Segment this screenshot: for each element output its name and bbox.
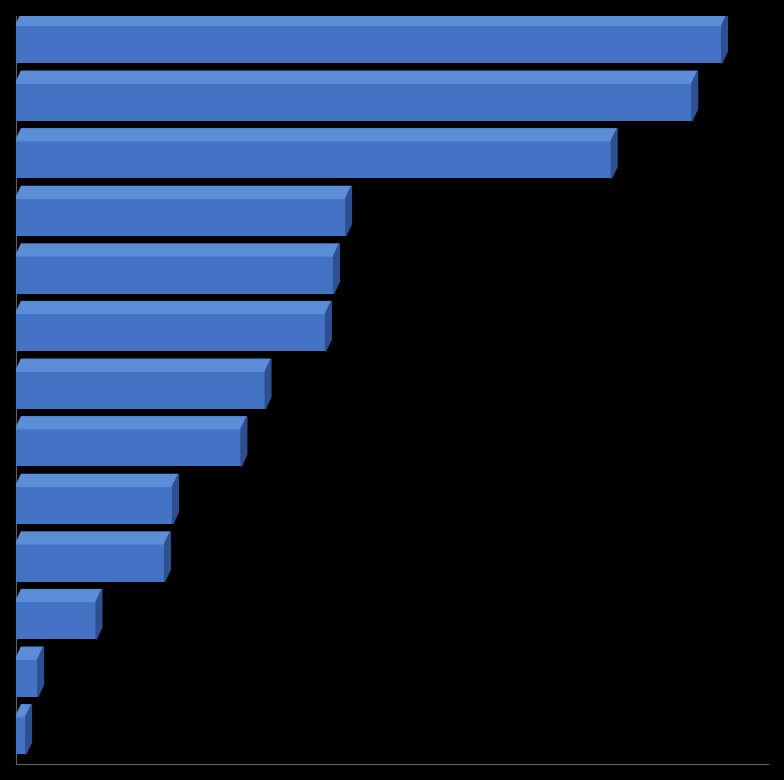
Polygon shape xyxy=(16,129,617,140)
Polygon shape xyxy=(241,417,247,466)
Polygon shape xyxy=(26,705,31,754)
Polygon shape xyxy=(612,129,617,179)
Bar xyxy=(16,314,325,351)
Polygon shape xyxy=(16,13,728,26)
Polygon shape xyxy=(16,186,351,198)
Polygon shape xyxy=(16,360,271,371)
Polygon shape xyxy=(16,590,102,601)
Bar xyxy=(16,487,172,524)
Bar xyxy=(16,371,265,409)
Bar xyxy=(16,83,692,121)
Bar xyxy=(16,601,96,640)
Polygon shape xyxy=(165,532,170,582)
Polygon shape xyxy=(265,360,271,409)
Bar xyxy=(16,429,241,466)
Bar xyxy=(16,26,722,63)
Polygon shape xyxy=(16,302,332,314)
Polygon shape xyxy=(16,474,178,487)
Polygon shape xyxy=(334,244,339,293)
Polygon shape xyxy=(16,532,170,544)
Polygon shape xyxy=(96,590,102,640)
Bar xyxy=(16,659,38,697)
Polygon shape xyxy=(16,647,43,659)
Polygon shape xyxy=(325,302,332,351)
Bar xyxy=(16,717,26,754)
Polygon shape xyxy=(722,13,728,63)
Polygon shape xyxy=(16,417,247,429)
Bar xyxy=(16,256,334,293)
Bar xyxy=(16,198,346,236)
Polygon shape xyxy=(38,647,43,697)
Polygon shape xyxy=(692,71,698,121)
Polygon shape xyxy=(16,705,31,717)
Polygon shape xyxy=(16,244,339,256)
Polygon shape xyxy=(172,474,178,524)
Bar xyxy=(16,140,612,179)
Polygon shape xyxy=(16,71,698,83)
Polygon shape xyxy=(346,186,351,236)
Bar xyxy=(16,544,165,582)
